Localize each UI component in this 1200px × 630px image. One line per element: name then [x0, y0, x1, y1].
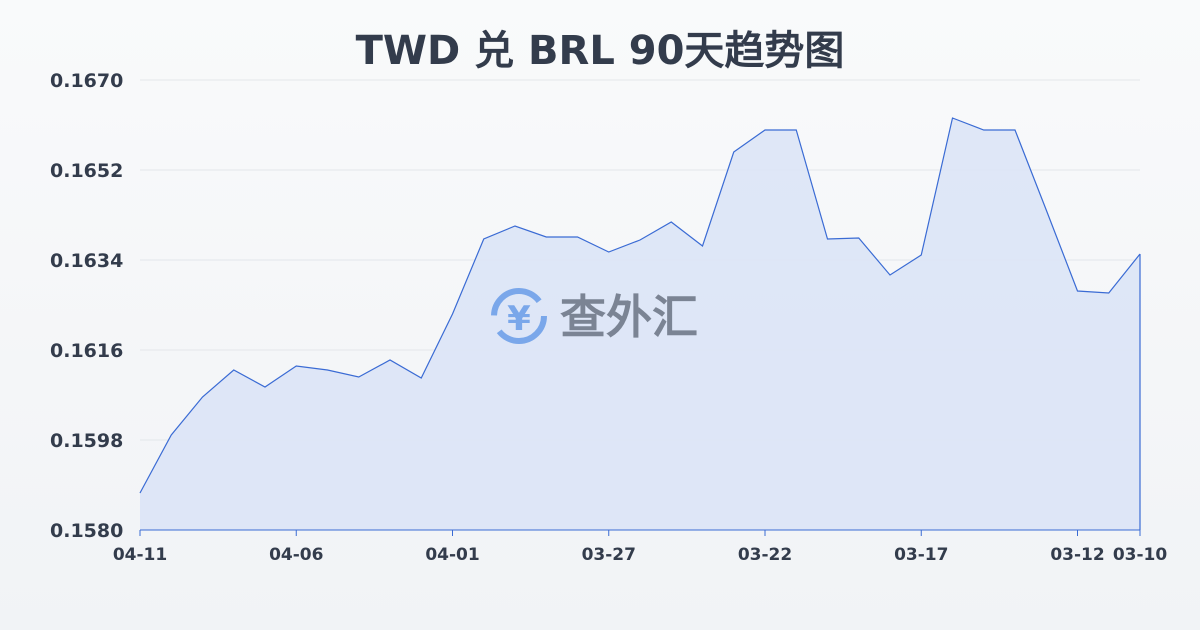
svg-text:¥: ¥	[507, 299, 531, 339]
y-tick-label: 0.1634	[50, 250, 123, 272]
y-tick-label: 0.1652	[50, 160, 123, 182]
x-tick-label: 03-17	[894, 545, 948, 565]
x-tick-label: 03-12	[1050, 545, 1104, 565]
x-tick-label: 03-10	[1113, 545, 1168, 565]
x-tick-label: 04-11	[113, 545, 167, 565]
x-tick-label: 04-01	[425, 545, 479, 565]
x-tick-label: 03-27	[582, 545, 636, 565]
y-tick-label: 0.1616	[50, 340, 123, 362]
watermark-text: 查外汇	[560, 290, 698, 344]
x-tick-label: 04-06	[269, 545, 323, 565]
y-tick-label: 0.1670	[50, 70, 123, 92]
y-tick-label: 0.1598	[50, 430, 123, 452]
yen-exchange-icon: ¥	[491, 288, 547, 344]
y-tick-label: 0.1580	[50, 520, 123, 542]
area-fill	[140, 118, 1140, 530]
watermark: ¥ 查外汇	[491, 288, 698, 344]
chart-title: TWD 兑 BRL 90天趋势图	[355, 28, 845, 74]
x-tick-label: 03-22	[738, 545, 792, 565]
